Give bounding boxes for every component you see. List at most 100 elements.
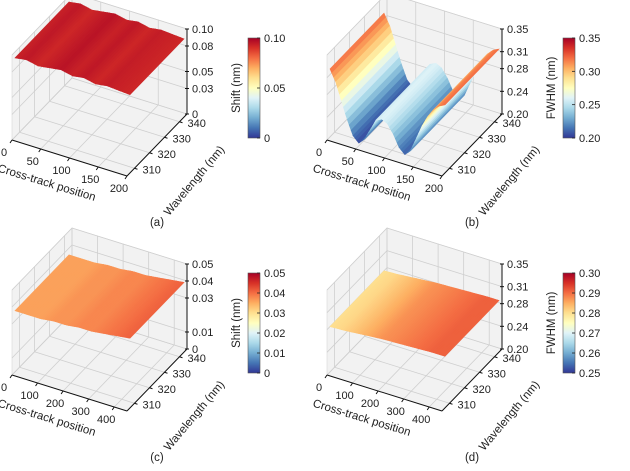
x-tick-label: 0	[316, 147, 322, 159]
gridline	[88, 336, 149, 400]
y-tick	[179, 356, 183, 359]
colorbar-tick-label: 0.28	[579, 308, 600, 320]
y-tick-label: 330	[173, 368, 191, 380]
surface-strip	[442, 299, 500, 357]
surface	[329, 270, 500, 357]
x-tick-label: 0	[1, 382, 7, 394]
gridline	[11, 0, 66, 56]
x-tick	[353, 148, 357, 153]
x-tick	[86, 398, 90, 403]
gridline	[34, 351, 150, 389]
x-tick	[9, 374, 13, 379]
y-tick	[179, 121, 183, 124]
y-tick-label: 330	[488, 133, 506, 145]
panel-b: 0 50 100 150 200 310 320 330 340 0.20 0.24 0.28 0.31…	[311, 0, 630, 235]
colorbar-tick-label: 0.03	[264, 308, 285, 320]
chart-svg-a: 05010015020031032033034000.030.050.080.1…	[0, 0, 285, 229]
colorbar-tick-label: 0.30	[579, 268, 600, 280]
y-axis-line	[126, 348, 188, 412]
gridline	[37, 320, 98, 384]
x-tick	[375, 390, 379, 395]
y-tick	[164, 371, 168, 374]
z-tick-label: 0.04	[192, 276, 213, 288]
y-tick-label: 310	[458, 164, 476, 176]
gridline	[71, 77, 188, 115]
gridline	[34, 116, 150, 154]
colorbar-label: FWHM (nm)	[546, 292, 558, 355]
x-tick-label: 100	[52, 165, 70, 177]
z-tick-label: 0.35	[507, 24, 528, 36]
x-tick-label: 0	[1, 147, 7, 159]
z-tick-label: 0.03	[192, 84, 213, 96]
colorbar-tick-label: 0.05	[264, 83, 285, 95]
colorbar-tick-label: 0	[264, 133, 270, 145]
surface	[14, 254, 185, 339]
y-tick-label: 310	[143, 164, 161, 176]
x-tick	[67, 157, 70, 162]
gridline	[19, 131, 135, 169]
gridline	[71, 244, 188, 282]
colorbar-tick-label: 0.01	[264, 348, 285, 360]
x-tick	[38, 148, 42, 153]
y-axis-line	[441, 348, 503, 412]
gridline	[364, 335, 480, 373]
z-tick-label: 0.08	[192, 41, 213, 53]
panel-label: (c)	[150, 452, 164, 464]
x-tick	[324, 374, 328, 379]
x-tick	[324, 139, 328, 144]
z-tick-label: 0.10	[192, 24, 213, 36]
x-tick-label: 300	[386, 406, 404, 418]
x-tick-label: 150	[396, 174, 414, 186]
z-tick-label: 0.35	[507, 259, 528, 271]
chart-svg-c: 010020030040031032033034000.010.030.040.…	[0, 227, 285, 464]
colorbar-tick-label: 0.20	[579, 133, 600, 145]
y-tick	[149, 387, 153, 390]
x-tick-label: 300	[71, 406, 89, 418]
colorbar-tick-label: 0.26	[579, 348, 600, 360]
x-tick-label: 100	[20, 390, 38, 402]
z-tick-label: 0.24	[507, 86, 528, 98]
colorbar-label: FWHM (nm)	[546, 57, 558, 120]
x-tick	[401, 398, 405, 403]
gridline	[386, 250, 503, 288]
colorbar-tick-label: 0.30	[579, 66, 600, 78]
gridline	[11, 77, 73, 141]
z-tick-label: 0.31	[507, 282, 528, 294]
y-tick	[134, 167, 138, 170]
gridline	[11, 244, 73, 308]
z-tick-label: 0.03	[192, 293, 213, 305]
x-tick-label: 400	[412, 414, 430, 426]
y-tick-label: 340	[188, 353, 206, 365]
x-tick	[124, 175, 128, 180]
gridline	[93, 0, 188, 30]
x-tick	[95, 166, 99, 171]
y-tick	[479, 371, 483, 374]
y-tick-label: 330	[173, 133, 191, 145]
colorbar-tick-label: 0.25	[579, 368, 600, 380]
gridline	[11, 227, 73, 291]
z-tick-label: 0.24	[507, 321, 528, 333]
surface-strip	[127, 281, 185, 339]
gridline	[326, 250, 388, 313]
y-tick-label: 310	[458, 399, 476, 411]
gridline	[386, 15, 503, 53]
colorbar-label: Shift (nm)	[231, 63, 243, 113]
gridline	[49, 100, 165, 138]
gridline	[62, 328, 124, 392]
x-tick-label: 100	[367, 165, 385, 177]
gridline	[64, 85, 180, 123]
gridline	[326, 227, 388, 291]
y-tick	[494, 356, 498, 359]
gridline	[412, 104, 474, 168]
x-tick	[382, 157, 385, 162]
y-tick	[449, 402, 453, 405]
x-tick	[439, 175, 443, 180]
y-tick	[134, 402, 138, 405]
panel-label: (a)	[150, 217, 164, 229]
x-tick-label: 100	[335, 390, 353, 402]
colorbar-tick-label: 0.27	[579, 328, 600, 340]
colorbar-tick-label: 0.02	[264, 328, 285, 340]
z-tick-label: 0.20	[507, 344, 528, 356]
x-tick-label: 200	[361, 398, 379, 410]
